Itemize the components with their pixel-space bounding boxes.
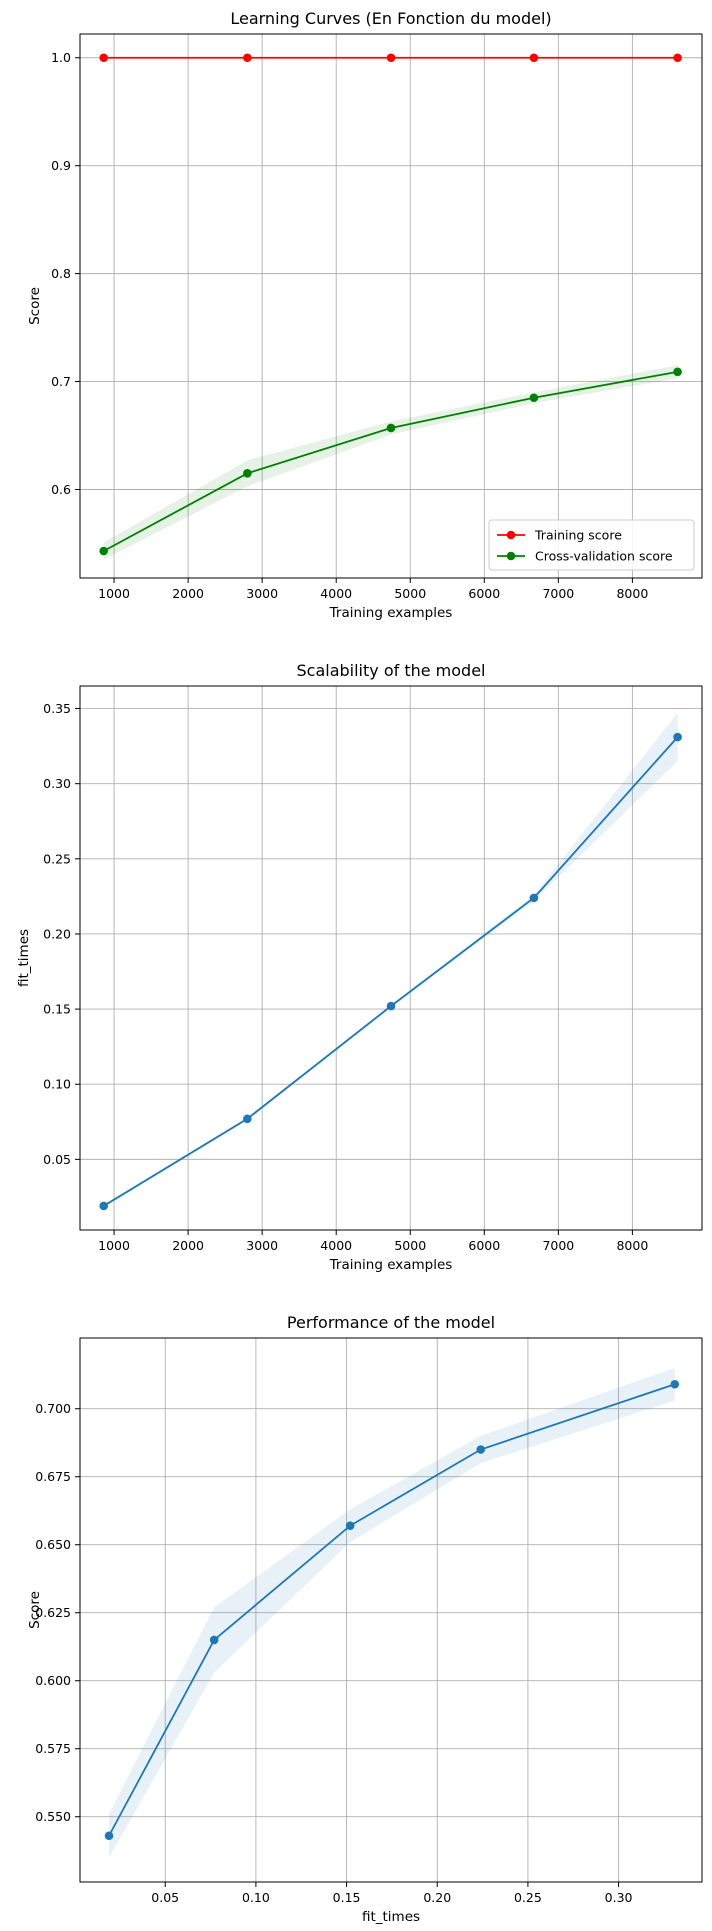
- legend-marker: [506, 530, 516, 540]
- x-tick-label: 4000: [320, 586, 352, 601]
- data-point: [386, 423, 396, 433]
- x-tick-label: 7000: [542, 586, 574, 601]
- x-tick-label: 1000: [98, 1238, 130, 1253]
- y-tick-label: 0.25: [43, 851, 71, 866]
- y-axis-label: Score: [27, 287, 43, 325]
- series-band: [103, 713, 678, 1208]
- y-tick-label: 0.20: [43, 926, 71, 941]
- y-tick-label: 0.05: [43, 1152, 71, 1167]
- y-tick-label: 0.550: [35, 1809, 71, 1824]
- data-point: [529, 393, 539, 403]
- data-point: [529, 893, 539, 903]
- data-point: [99, 53, 108, 63]
- x-axis-label: Training examples: [329, 1257, 453, 1273]
- x-tick-label: 1000: [98, 586, 130, 601]
- y-tick-label: 0.9: [51, 158, 71, 173]
- data-point: [104, 1831, 114, 1841]
- plot-frame: [79, 1337, 703, 1883]
- plot-frame: [79, 685, 703, 1231]
- y-tick-label: 0.7: [51, 374, 71, 389]
- x-tick-label: 4000: [320, 1238, 352, 1253]
- y-tick-label: 0.8: [51, 266, 71, 281]
- data-point: [243, 469, 252, 478]
- data-point: [529, 53, 539, 63]
- series-line: [108, 1383, 676, 1837]
- x-tick-label: 0.20: [423, 1890, 451, 1905]
- data-point: [243, 1114, 252, 1124]
- y-tick-label: 0.675: [35, 1469, 71, 1484]
- x-tick-label: 0.15: [333, 1890, 361, 1905]
- data-point: [99, 546, 108, 556]
- data-point: [670, 1379, 680, 1389]
- x-tick-label: 0.05: [151, 1890, 179, 1905]
- y-tick-label: 0.6: [51, 482, 71, 497]
- y-tick-label: 1.0: [51, 50, 71, 65]
- data-point: [243, 53, 252, 63]
- y-tick-label: 0.30: [43, 776, 71, 791]
- y-axis-label: fit_times: [16, 929, 32, 987]
- data-point: [209, 1635, 219, 1645]
- data-point: [386, 1001, 396, 1011]
- y-tick-label: 0.600: [35, 1673, 71, 1688]
- chart-title: Performance of the model: [287, 1313, 495, 1332]
- series-band: [109, 1367, 675, 1858]
- y-tick-label: 0.10: [43, 1077, 71, 1092]
- legend-box: [488, 519, 695, 571]
- y-tick-label: 0.650: [35, 1537, 71, 1552]
- y-tick-label: 0.35: [43, 701, 71, 716]
- legend-marker: [506, 551, 516, 561]
- y-tick-label: 0.625: [35, 1605, 71, 1620]
- chart-3: Performance of the model 0.05 0.10 0.15 0.20…: [27, 1313, 703, 1925]
- chart-1: Learning Curves (En Fonction du model) 10…: [27, 9, 703, 621]
- legend-label: Training score: [534, 528, 622, 543]
- x-tick-label: 0.30: [605, 1890, 633, 1905]
- x-axis-label: Training examples: [329, 605, 453, 621]
- x-tick-label: 6000: [468, 586, 500, 601]
- x-tick-label: 8000: [616, 1238, 648, 1253]
- x-tick-label: 0.10: [242, 1890, 270, 1905]
- chart-title: Learning Curves (En Fonction du model): [230, 9, 551, 28]
- y-axis-label: Score: [27, 1591, 43, 1629]
- x-tick-label: 3000: [246, 1238, 278, 1253]
- x-axis-label: fit_times: [362, 1909, 420, 1925]
- y-tick-label: 0.575: [35, 1741, 71, 1756]
- data-point: [386, 53, 396, 63]
- x-tick-label: 0.25: [514, 1890, 542, 1905]
- chart-title: Scalability of the model: [297, 661, 486, 680]
- data-point: [673, 53, 682, 63]
- x-tick-label: 5000: [394, 586, 426, 601]
- x-tick-label: 6000: [468, 1238, 500, 1253]
- y-tick-label: 0.15: [43, 1002, 71, 1017]
- x-tick-label: 8000: [616, 586, 648, 601]
- chart-2: Scalability of the model 1000 2000 3000 4000…: [16, 661, 703, 1273]
- x-tick-label: 5000: [394, 1238, 426, 1253]
- legend-label: Cross-validation score: [535, 549, 673, 564]
- data-point: [99, 1201, 108, 1211]
- y-tick-label: 0.700: [35, 1401, 71, 1416]
- data-point: [673, 732, 682, 742]
- x-tick-label: 2000: [172, 586, 204, 601]
- x-tick-label: 3000: [246, 586, 278, 601]
- x-tick-label: 7000: [542, 1238, 574, 1253]
- series-band: [103, 365, 678, 560]
- plot-frame: [79, 33, 703, 579]
- series-line: [103, 736, 679, 1207]
- legend: Training score Cross-validation score: [488, 519, 695, 571]
- data-point: [476, 1445, 486, 1454]
- data-point: [345, 1521, 355, 1530]
- data-point: [673, 367, 682, 377]
- x-tick-label: 2000: [172, 1238, 204, 1253]
